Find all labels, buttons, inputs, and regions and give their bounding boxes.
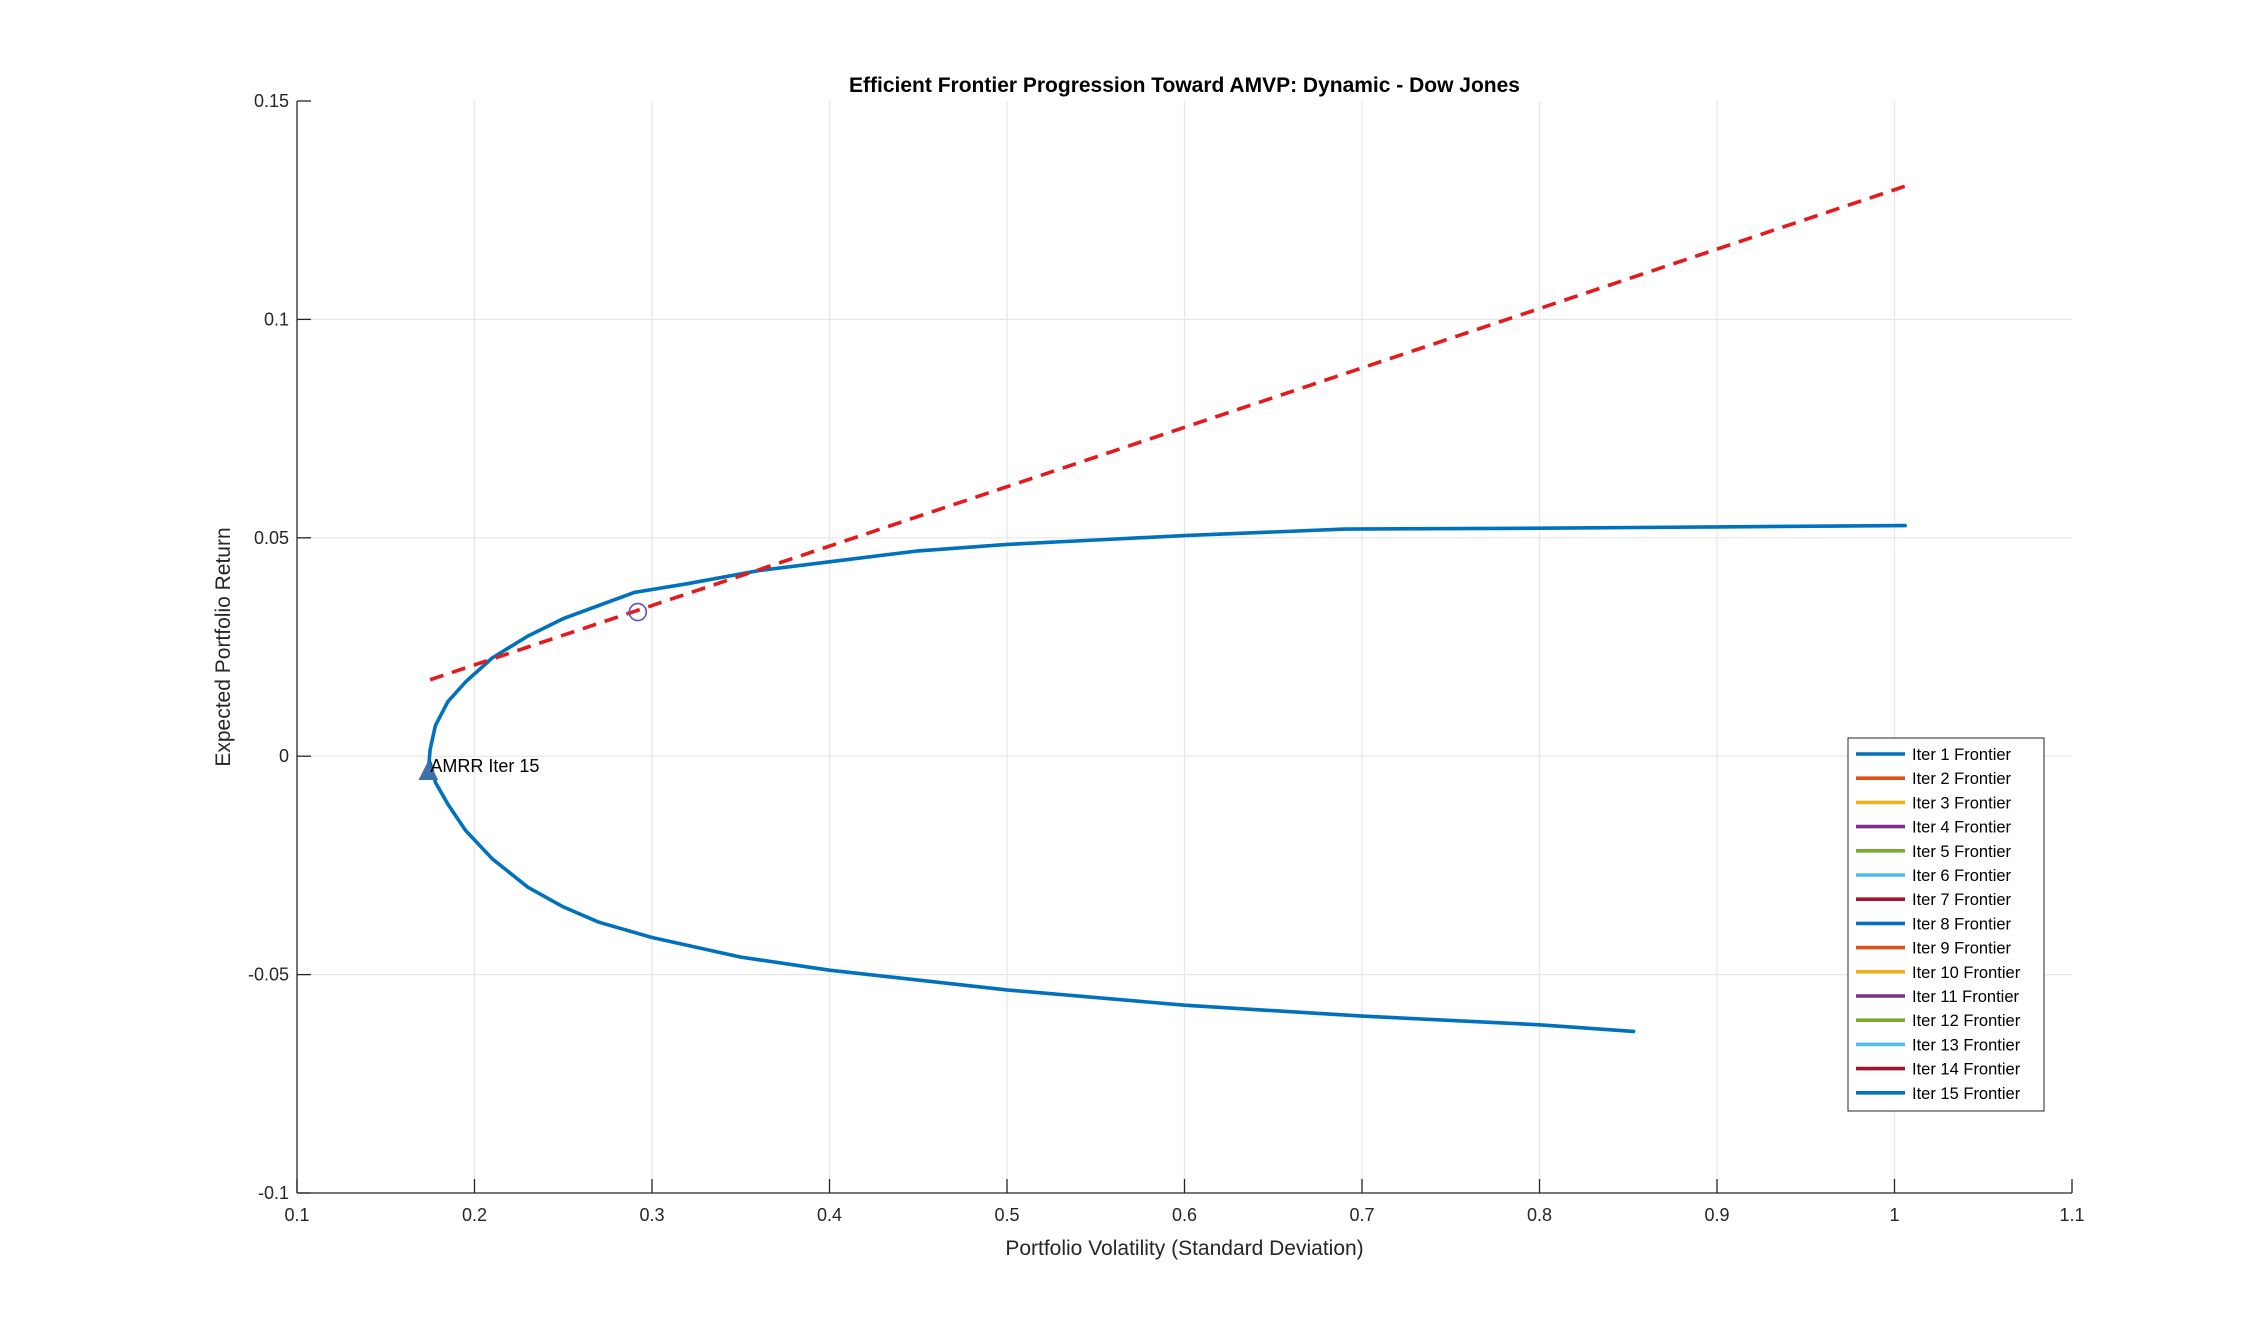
plot-area: AMRR Iter 15 bbox=[418, 184, 1907, 1034]
x-tick-label: 0.1 bbox=[284, 1205, 309, 1225]
x-tick-label: 0.2 bbox=[462, 1205, 487, 1225]
y-axis-label: Expected Portfolio Return bbox=[212, 527, 235, 766]
legend-label: Iter 8 Frontier bbox=[1912, 915, 2012, 933]
x-axis-label: Portfolio Volatility (Standard Deviation… bbox=[1005, 1237, 1363, 1260]
legend-label: Iter 5 Frontier bbox=[1912, 843, 2012, 861]
legend-label: Iter 4 Frontier bbox=[1912, 819, 2012, 837]
x-tick-label: 0.6 bbox=[1172, 1205, 1197, 1225]
tangent-line bbox=[429, 184, 1906, 682]
x-tick-label: 0.5 bbox=[994, 1205, 1019, 1225]
legend-label: Iter 10 Frontier bbox=[1912, 964, 2021, 982]
x-tick-label: 1.1 bbox=[2059, 1205, 2084, 1225]
y-tick-label: -0.1 bbox=[258, 1183, 289, 1203]
x-tick-label: 0.7 bbox=[1349, 1205, 1374, 1225]
x-tick-label: 0.3 bbox=[639, 1205, 664, 1225]
y-tick-label: 0 bbox=[279, 746, 289, 766]
legend-label: Iter 9 Frontier bbox=[1912, 940, 2012, 958]
legend-label: Iter 6 Frontier bbox=[1912, 867, 2012, 885]
x-tick-label: 0.4 bbox=[817, 1205, 842, 1225]
axes: 0.1 0.2 0.3 0.4 0.5 0.6 0.7 0.8 0.9 1 1.1 -0.1 -0.05… bbox=[248, 91, 2085, 1225]
legend-label: Iter 7 Frontier bbox=[1912, 891, 2012, 909]
legend-label: Iter 11 Frontier bbox=[1912, 988, 2019, 1006]
y-tick-label: -0.05 bbox=[248, 965, 289, 985]
y-tick-label: 0.15 bbox=[254, 91, 289, 111]
legend-label: Iter 14 Frontier bbox=[1912, 1061, 2021, 1079]
frontier-curve bbox=[426, 523, 1907, 1034]
legend-label: Iter 2 Frontier bbox=[1912, 770, 2012, 788]
legend-label: Iter 12 Frontier bbox=[1912, 1012, 2021, 1030]
y-tick-label: 0.05 bbox=[254, 528, 289, 548]
legend-label: Iter 1 Frontier bbox=[1912, 746, 2012, 764]
legend-label: Iter 15 Frontier bbox=[1912, 1085, 2021, 1103]
legend-label: Iter 13 Frontier bbox=[1912, 1036, 2021, 1054]
tangency-point-marker bbox=[628, 602, 648, 622]
y-tick-label: 0.1 bbox=[264, 309, 289, 329]
grid-lines bbox=[297, 101, 2072, 1193]
x-tick-label: 0.9 bbox=[1704, 1205, 1729, 1225]
legend: Iter 1 Frontier Iter 2 Frontier Iter 3 Fro… bbox=[1847, 737, 2045, 1112]
amvp-annotation: AMRR Iter 15 bbox=[430, 756, 539, 776]
amvp-marker bbox=[418, 760, 439, 780]
x-tick-label: 1 bbox=[1889, 1205, 1899, 1225]
x-tick-label: 0.8 bbox=[1527, 1205, 1552, 1225]
chart-title: Efficient Frontier Progression Toward AM… bbox=[849, 74, 1520, 97]
legend-label: Iter 3 Frontier bbox=[1912, 794, 2012, 812]
